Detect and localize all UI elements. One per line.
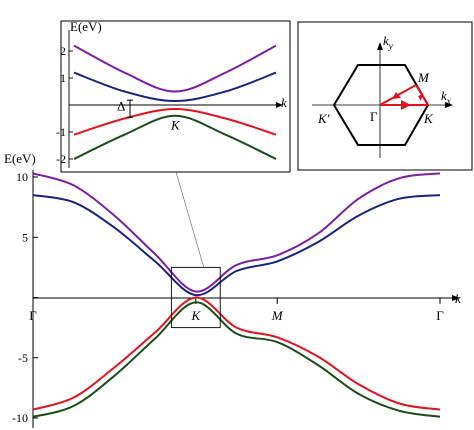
main-ylabel: E(eV): [4, 151, 36, 166]
main-band-line-1: [32, 172, 441, 293]
gamma-point-label: Γ: [370, 109, 378, 124]
inset-band-line-2: [73, 71, 277, 103]
main-x-tick-label: K: [190, 308, 201, 323]
m-point-label: M: [417, 70, 430, 85]
main-xlabel: k: [455, 291, 461, 306]
k-point-label: K: [423, 111, 434, 126]
inset-xlabel: k: [281, 95, 287, 110]
brillouin-zone-panel: kx ky Γ K K' M: [297, 21, 473, 171]
bz-path-arrow-2: [418, 94, 423, 101]
inset-y-tick-label: 1: [60, 71, 66, 85]
bz-path-arrow-3: [392, 92, 401, 99]
kx-arrow: [445, 102, 453, 108]
main-y-tick-label: -5: [18, 351, 28, 365]
main-x-axis-arrow: [452, 295, 460, 301]
inset-y-tick-label: 2: [60, 44, 66, 58]
inset-y-tick-label: -1: [56, 125, 66, 139]
zoom-box: [170, 266, 221, 329]
main-y-tick-label: 5: [22, 230, 28, 244]
ky-label: ky: [383, 33, 393, 51]
inset-y-tick-label: -2: [56, 152, 66, 166]
gap-marker: [127, 99, 133, 118]
zoom-connector: [175, 171, 205, 268]
main-band-line-3: [32, 296, 441, 411]
main-y-tick-label: -10: [12, 411, 28, 425]
ky-arrow: [377, 42, 383, 50]
inset-k-label: K: [170, 117, 181, 132]
kx-label: kx: [441, 88, 451, 106]
main-band-line-4: [32, 301, 441, 418]
bz-path: [379, 84, 429, 110]
main-band-line-2: [32, 194, 441, 297]
inset-plot: E(eV) k -2 -1 1 2 K Δ: [56, 19, 291, 173]
main-x-tick-label: Γ: [436, 308, 444, 323]
main-plot: E(eV) k -10 -5 5 10 Γ K M Γ: [4, 151, 461, 428]
gap-label: Δ: [117, 98, 125, 113]
inset-band-line-1: [73, 44, 277, 93]
k-prime-point-label: K': [317, 111, 330, 126]
bz-path-arrow-1: [401, 100, 411, 110]
inset-x-axis-arrow: [276, 102, 283, 108]
main-y-tick-label: 10: [16, 170, 28, 184]
inset-band-line-4: [73, 114, 277, 160]
inset-ylabel: E(eV): [70, 19, 102, 34]
main-x-tick-label: Γ: [29, 308, 37, 323]
inset-band-line-3: [73, 107, 277, 136]
main-x-tick-label: M: [271, 308, 284, 323]
